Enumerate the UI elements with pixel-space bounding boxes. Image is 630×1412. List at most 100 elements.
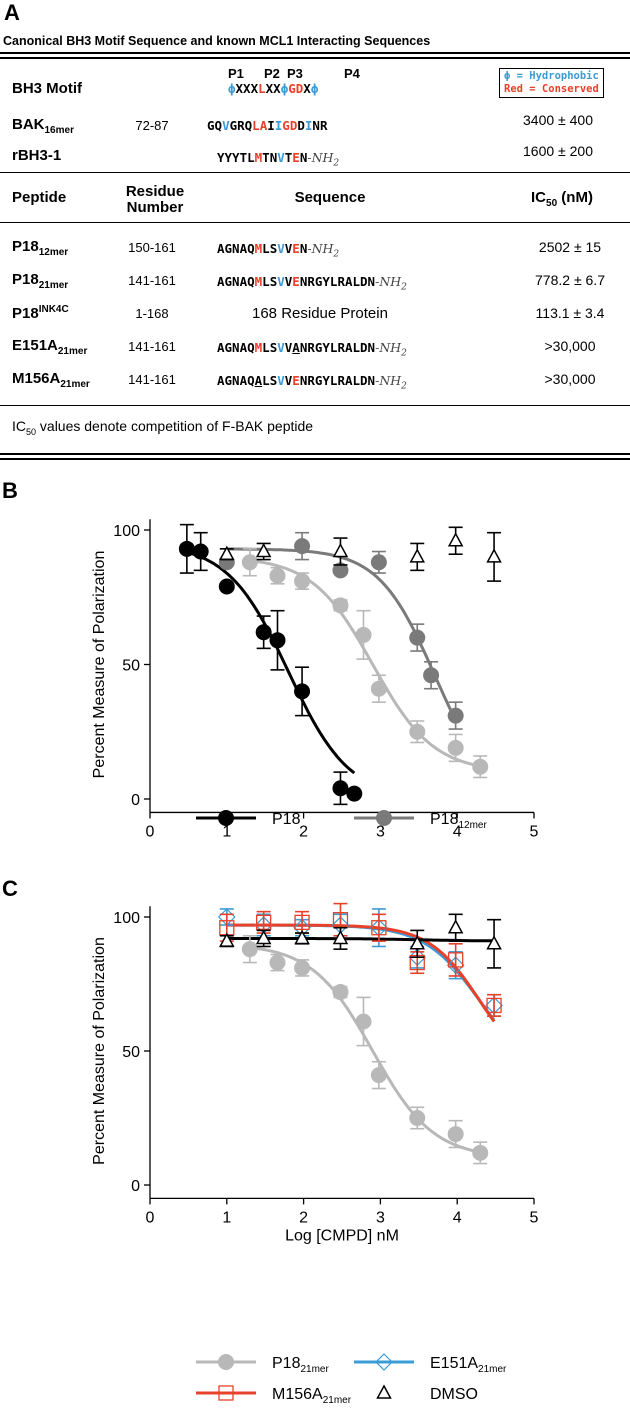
x-tick-label: 4 (453, 823, 462, 840)
data-point (409, 548, 426, 563)
header-rule-bottom (0, 222, 630, 223)
data-point (409, 629, 426, 646)
legend-label: M156A21mer (272, 1386, 352, 1406)
data-point (219, 545, 235, 560)
peptide-name: P1812mer (12, 238, 69, 258)
rbh3-name: rBH3-1 (12, 147, 62, 164)
sequence-segment: NR (312, 118, 328, 133)
x-tick-label: 4 (453, 1209, 462, 1226)
sequence-segment: XX (265, 81, 281, 96)
data-point (332, 780, 349, 797)
data-point (375, 1353, 393, 1371)
amide-terminus: -NH2 (307, 241, 340, 260)
ic50-value: >30,000 (544, 371, 596, 387)
series-dmso (219, 526, 502, 582)
sequence-segment: D (295, 81, 304, 96)
data-point (294, 683, 311, 700)
sequence-segment: YYYTL (217, 150, 255, 165)
data-point (486, 997, 502, 1014)
data-point (370, 554, 387, 571)
sequence-segment: V (284, 274, 293, 289)
rbh3-sequence: YYYTLMTNVTEN-NH2 (217, 150, 339, 169)
sequence-segment: AGNAQ (217, 274, 255, 289)
sequence-segment: L (252, 118, 260, 133)
residue-number: 141-161 (128, 339, 176, 354)
series-p18-12mer (218, 531, 464, 730)
sequence-segment: E (292, 373, 300, 388)
sequence-segment: V (277, 150, 285, 165)
ic50-value: 2502 ± 15 (538, 239, 602, 255)
header-residue-number: Residue Number (125, 183, 185, 216)
data-point (294, 959, 311, 976)
legend-item: DMSO (376, 1384, 478, 1403)
series-p18 (178, 523, 363, 806)
amide-terminus: -NH2 (307, 150, 340, 169)
sequence-segment: E (292, 274, 300, 289)
y-tick-label: 100 (113, 910, 140, 927)
sequence-segment: E (292, 241, 300, 256)
data-point (486, 548, 502, 563)
sequence-segment: V (277, 340, 285, 355)
data-point (269, 632, 286, 649)
data-point (178, 540, 195, 557)
data-point (376, 1384, 392, 1399)
sequence-segment: I (274, 118, 283, 133)
data-point (269, 567, 286, 584)
x-tick-label: 3 (376, 1209, 385, 1226)
header-peptide: Peptide (12, 189, 67, 206)
legend-conserved: Red = Conserved (504, 83, 599, 95)
x-tick-label: 1 (222, 823, 231, 840)
bak-sequence: GQVGRQLAIIGDDINR (207, 118, 327, 133)
data-point (294, 573, 311, 590)
sequence-segment: LS (262, 274, 278, 289)
ic50-value: 778.2 ± 6.7 (535, 272, 605, 288)
sequence-segment: ϕ (228, 81, 236, 96)
y-axis-label: Percent Measure of Polarization (91, 937, 108, 1165)
data-point (355, 1013, 372, 1030)
sequence-segment: V (284, 241, 293, 256)
sequence-segment: XXX (235, 81, 259, 96)
rbh3-value: 1600 ± 200 (523, 143, 593, 159)
bak-value: 3400 ± 400 (523, 112, 593, 128)
sequence-segment: ϕ (310, 81, 319, 96)
bh3-motif-label: BH3 Motif (12, 80, 82, 97)
sequence-segment: M (254, 340, 263, 355)
fit-curve-p18 (186, 550, 356, 775)
legend-item: P1812mer (354, 810, 487, 831)
legend-item: E151A21mer (354, 1353, 507, 1375)
amide-terminus: -NH2 (375, 274, 407, 293)
sequence-segment: E (292, 150, 300, 165)
peptide-name: M156A21mer (12, 370, 90, 390)
panel-c-label: C (2, 876, 18, 901)
data-point (256, 914, 272, 931)
sequence-segment: I (267, 118, 275, 133)
series-p18-21mer (241, 934, 489, 1165)
sequence-segment: LS (262, 241, 278, 256)
legend-hydrophobic: ϕ = Hydrophobic (504, 70, 599, 82)
peptide-name: P18INK4C (12, 304, 69, 322)
x-tick-label: 2 (299, 1209, 308, 1226)
sequence-segment: V (222, 118, 230, 133)
data-point (241, 941, 258, 958)
sequence-segment: L (258, 81, 266, 96)
data-point (447, 739, 464, 756)
data-point (219, 932, 235, 947)
sequence-segment: N (299, 241, 308, 256)
sequence-segment: T (284, 150, 293, 165)
motif-legend: ϕ = Hydrophobic Red = Conserved (499, 68, 604, 98)
x-tick-label: 5 (530, 1209, 539, 1226)
ic50-value: >30,000 (544, 338, 596, 354)
data-point (447, 532, 464, 547)
data-point (294, 914, 310, 931)
sequence-segment: M (254, 241, 263, 256)
sequence-segment: G (288, 81, 296, 96)
sequence-segment: D (297, 118, 305, 133)
y-tick-label: 0 (131, 792, 140, 809)
data-point (192, 543, 209, 560)
motif-p1: P1 (228, 66, 244, 81)
x-tick-label: 3 (376, 823, 385, 840)
sequence-segment: LS (262, 373, 278, 388)
y-tick-label: 0 (131, 1178, 140, 1195)
data-point (332, 597, 349, 614)
y-tick-label: 50 (122, 658, 140, 675)
